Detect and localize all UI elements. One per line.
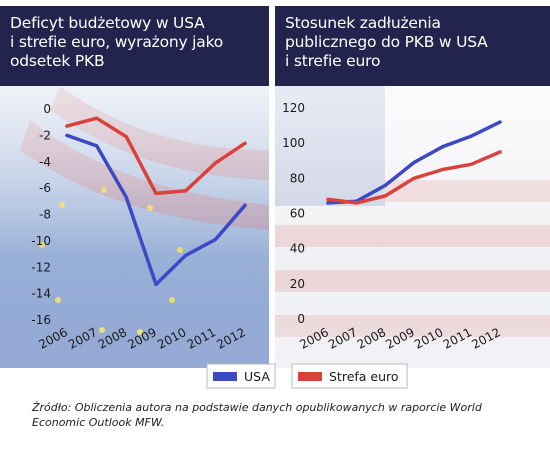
left-ytick-label-0: 0 [43, 102, 51, 116]
left-usa-point-1 [95, 144, 99, 148]
left-ytick-label-6: -12 [31, 260, 51, 274]
right-ytick-label-0: 120 [282, 101, 305, 115]
left-usa-point-6 [243, 203, 247, 207]
left-title-line-2: i strefie euro, wyrażony jako [10, 33, 224, 51]
left-usa-point-2 [124, 195, 128, 199]
left-title-line-3: odsetek PKB [10, 52, 105, 70]
left-ytick-label-3: -6 [39, 181, 51, 195]
right-ytick-label-2: 80 [290, 171, 305, 185]
left-ytick-label-5: -10 [31, 234, 51, 248]
left-euro-point-3 [154, 191, 158, 195]
left-euro-point-6 [243, 141, 247, 145]
left-chart-title: Deficyt budżetowy w USA i strefie euro, … [0, 6, 269, 86]
legend-swatch-euro [298, 372, 322, 381]
right-euro-point-4 [441, 167, 445, 172]
legend-box-euro [291, 363, 408, 389]
right-xtick-label-6: 2012 [469, 325, 503, 352]
left-xtick-label-0: 2006 [36, 325, 70, 352]
right-usa-point-6 [498, 120, 502, 124]
left-xtick-label-3: 2009 [125, 325, 159, 352]
source-note: Źródło: Obliczenia autora na podstawie d… [32, 401, 482, 429]
left-euro-point-1 [95, 116, 99, 120]
right-usa-point-2 [383, 183, 387, 187]
right-title-line-1: Stosunek zadłużenia [285, 14, 441, 32]
left-series-line-euro [65, 116, 247, 196]
left-xtick-label-5: 2011 [185, 325, 219, 352]
left-xtick-label-2: 2008 [96, 325, 130, 352]
left-xtick-label-1: 2007 [66, 325, 100, 352]
right-euro-point-5 [469, 162, 473, 166]
left-euro-point-0 [65, 124, 69, 128]
right-ytick-label-3: 60 [290, 207, 305, 221]
left-euro-point-5 [213, 161, 217, 165]
left-ytick-label-4: -8 [39, 208, 51, 222]
right-ytick-label-4: 40 [290, 242, 305, 256]
left-ytick-label-7: -14 [31, 287, 51, 301]
legend-box-usa [206, 363, 276, 389]
left-title-line-1: Deficyt budżetowy w USA [10, 14, 205, 32]
right-usa-point-0 [326, 201, 330, 205]
left-usa-point-4 [184, 253, 188, 257]
right-euro-point-3 [412, 176, 416, 180]
left-euro-point-2 [124, 135, 128, 139]
left-usa-point-0 [65, 133, 69, 137]
legend-swatch-usa [213, 372, 237, 381]
right-euro-point-6 [498, 150, 502, 154]
right-usa-point-4 [441, 145, 445, 149]
right-euro-point-0 [326, 197, 330, 201]
right-usa-point-3 [412, 160, 416, 165]
legend-label-usa: USA [244, 369, 270, 384]
right-euro-point-1 [355, 201, 359, 205]
right-chart-title: Stosunek zadłużenia publicznego do PKB w… [275, 6, 550, 86]
right-euro-point-2 [383, 194, 387, 198]
right-ytick-label-6: 0 [297, 312, 305, 326]
left-usa-point-5 [213, 238, 217, 242]
left-euro-point-4 [184, 189, 188, 193]
left-ytick-label-2: -4 [39, 155, 51, 169]
left-ytick-label-8: -16 [31, 313, 51, 327]
left-usa-point-3 [154, 282, 158, 286]
left-xtick-label-4: 2010 [155, 325, 189, 352]
right-ytick-label-1: 100 [282, 136, 305, 150]
right-ytick-label-5: 20 [290, 277, 305, 291]
legend-label-euro: Strefa euro [329, 369, 399, 384]
left-xtick-label-6: 2012 [214, 325, 248, 352]
right-title-line-2: publicznego do PKB w USA [285, 33, 488, 51]
right-title-line-3: i strefie euro [285, 52, 381, 70]
left-series-line-usa [65, 133, 247, 287]
right-usa-point-5 [469, 134, 473, 138]
left-ytick-label-1: -2 [39, 128, 51, 142]
